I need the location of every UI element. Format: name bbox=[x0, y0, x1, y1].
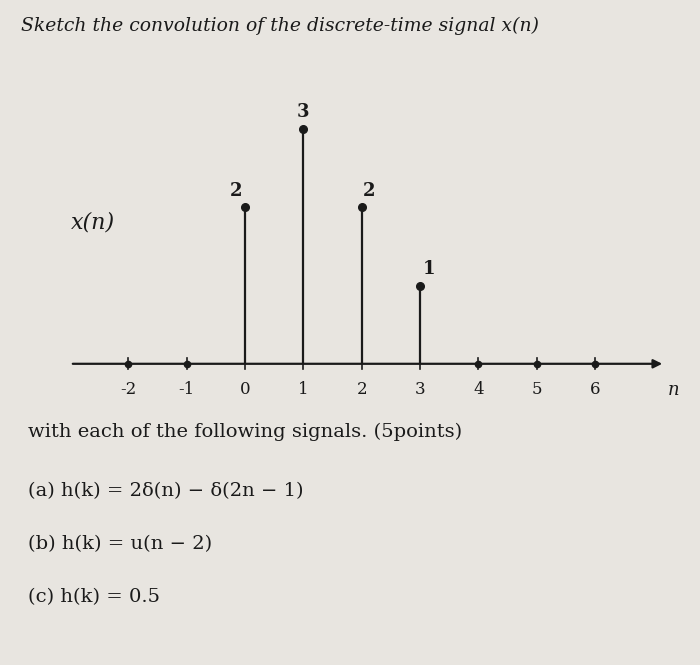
Text: (a) h(k) = 2δ(n) − δ(2n − 1): (a) h(k) = 2δ(n) − δ(2n − 1) bbox=[28, 482, 304, 500]
Text: 0: 0 bbox=[239, 381, 251, 398]
Text: 2: 2 bbox=[363, 182, 375, 200]
Text: 4: 4 bbox=[473, 381, 484, 398]
Text: 2: 2 bbox=[356, 381, 367, 398]
Text: 3: 3 bbox=[414, 381, 426, 398]
Text: x(n): x(n) bbox=[71, 212, 116, 234]
Text: (b) h(k) = u(n − 2): (b) h(k) = u(n − 2) bbox=[28, 535, 212, 553]
Text: 6: 6 bbox=[590, 381, 601, 398]
Text: -1: -1 bbox=[178, 381, 195, 398]
Text: -2: -2 bbox=[120, 381, 136, 398]
Text: n: n bbox=[668, 381, 680, 399]
Text: with each of the following signals. (5points): with each of the following signals. (5po… bbox=[28, 422, 462, 440]
Text: 2: 2 bbox=[230, 182, 242, 200]
Text: 3: 3 bbox=[297, 103, 309, 121]
Text: Sketch the convolution of the discrete-time signal x(n): Sketch the convolution of the discrete-t… bbox=[21, 17, 539, 35]
Text: (c) h(k) = 0.5: (c) h(k) = 0.5 bbox=[28, 589, 160, 606]
Text: 1: 1 bbox=[298, 381, 309, 398]
Text: 5: 5 bbox=[531, 381, 542, 398]
Text: 1: 1 bbox=[423, 260, 435, 278]
